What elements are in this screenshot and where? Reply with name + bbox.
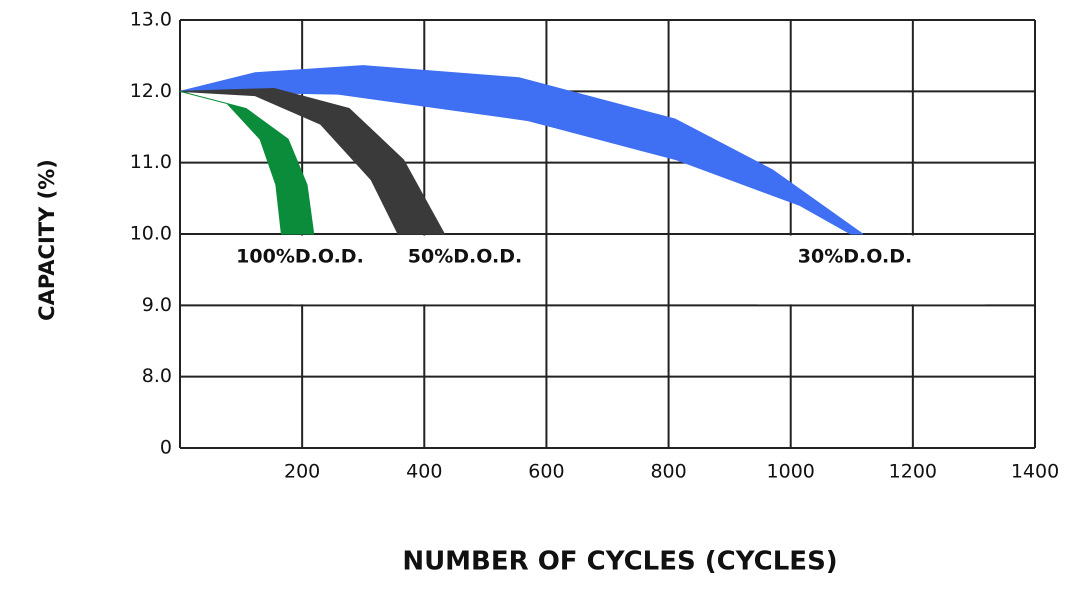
x-tick-label: 400: [406, 461, 442, 483]
series-label: 50%D.O.D.: [408, 246, 522, 268]
y-tick-label: 12.0: [130, 80, 172, 102]
x-tick-label: 200: [284, 461, 320, 483]
band: [179, 90, 315, 235]
x-tick-label: 1200: [889, 461, 937, 483]
label-strip: [292, 235, 520, 305]
band: [179, 87, 445, 235]
x-tick-label: 800: [650, 461, 686, 483]
x-axis-label: NUMBER OF CYCLES (CYCLES): [402, 547, 837, 577]
y-tick-label: 10.0: [130, 223, 172, 245]
y-tick-label: 9.0: [142, 294, 172, 316]
x-tick-label: 1000: [767, 461, 815, 483]
y-tick-label: 11.0: [130, 151, 172, 173]
y-tick-label: 8.0: [142, 365, 172, 387]
x-tick-label: 1400: [1011, 461, 1059, 483]
series-label: 100%D.O.D.: [236, 246, 364, 268]
label-strip: [757, 235, 985, 305]
x-tick-label: 600: [528, 461, 564, 483]
y-tick-label: 0: [160, 437, 172, 459]
y-tick-label: 13.0: [130, 9, 172, 31]
series-label: 30%D.O.D.: [798, 246, 912, 268]
band: [179, 65, 864, 235]
y-axis-label: CAPACITY (%): [35, 159, 59, 321]
